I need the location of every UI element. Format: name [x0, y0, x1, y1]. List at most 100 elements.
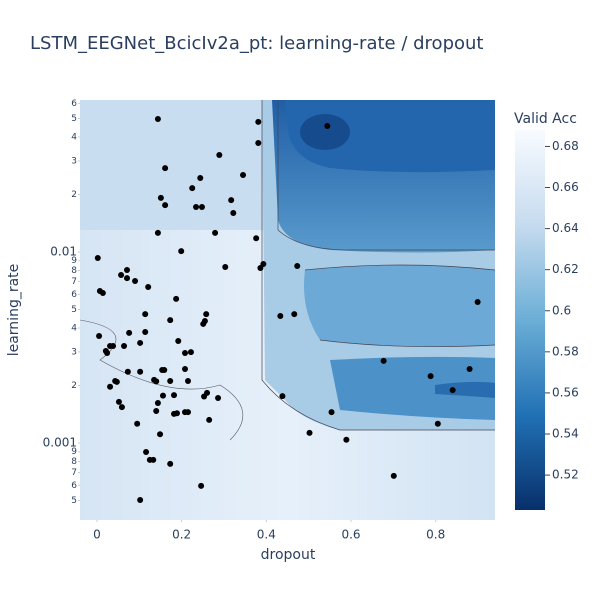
trial-point: [178, 248, 185, 255]
x-tick-label: 0.2: [172, 528, 191, 542]
trial-point: [277, 313, 284, 320]
trial-point: [154, 116, 161, 123]
trial-point: [132, 277, 139, 284]
trial-point: [160, 392, 166, 399]
trial-point: [150, 456, 157, 463]
trial-point: [167, 317, 174, 324]
trial-points: [94, 116, 481, 503]
trial-point: [390, 472, 397, 479]
colorbar-tick-label: 0.64: [552, 221, 579, 235]
trial-point: [113, 378, 120, 385]
trial-point: [343, 436, 350, 443]
trial-point: [157, 194, 164, 201]
trial-point: [143, 448, 150, 455]
trial-point: [200, 320, 207, 327]
trial-point: [197, 175, 204, 182]
trial-point: [153, 408, 160, 415]
trial-point: [162, 165, 169, 172]
trial-point: [157, 431, 164, 438]
trial-point: [466, 365, 473, 372]
trial-point: [449, 387, 456, 394]
y-tick-label: 5: [71, 305, 77, 315]
trial-point: [173, 410, 180, 417]
trial-point: [187, 349, 194, 356]
trial-point: [115, 398, 122, 405]
trial-point: [228, 197, 235, 204]
y-tick-label: 0.01: [50, 244, 77, 258]
trial-point: [222, 264, 229, 271]
y-tick-label: 5: [71, 496, 77, 506]
trial-point: [173, 295, 180, 302]
trial-point: [153, 378, 160, 385]
y-tick-label: 2: [71, 381, 77, 391]
y-tick-label: 0.001: [43, 435, 77, 449]
trial-point: [154, 229, 161, 236]
trial-point: [118, 404, 125, 411]
trial-point: [126, 329, 133, 336]
x-tick-label: 0.8: [426, 528, 445, 542]
trial-point: [99, 289, 106, 296]
trial-point: [215, 394, 222, 401]
y-tick-label: 8: [71, 266, 77, 276]
contour-field: [80, 100, 495, 520]
trial-point: [175, 337, 182, 344]
trial-point: [162, 202, 169, 209]
trial-point: [167, 460, 174, 467]
trial-point: [137, 339, 144, 346]
trial-point: [206, 416, 213, 423]
y-tick-label: 5: [71, 114, 77, 124]
trial-point: [306, 429, 313, 436]
colorbar-tick-label: 0.56: [552, 385, 579, 399]
y-tick-label: 6: [71, 290, 77, 300]
trial-point: [184, 378, 191, 385]
colorbar-tick-label: 0.52: [552, 468, 579, 482]
trial-point: [427, 373, 434, 380]
trial-point: [324, 122, 331, 129]
trial-point: [198, 204, 205, 211]
y-tick-label: 7: [71, 277, 77, 287]
trial-point: [154, 399, 161, 406]
trial-point: [145, 283, 152, 290]
trial-point: [434, 420, 441, 427]
colorbar-tick-label: 0.66: [552, 180, 579, 194]
trial-point: [182, 365, 189, 372]
colorbar-tick-label: 0.6: [552, 303, 571, 317]
trial-point: [279, 393, 286, 400]
trial-point: [193, 204, 200, 211]
trial-point: [107, 383, 114, 390]
trial-point: [171, 392, 178, 399]
trial-point: [230, 210, 237, 217]
trial-point: [104, 349, 111, 356]
trial-point: [212, 229, 219, 236]
y-tick-label: 3: [71, 347, 77, 357]
y-tick-label: 4: [71, 133, 77, 143]
trial-point: [137, 496, 144, 503]
trial-point: [328, 409, 335, 416]
trial-point: [134, 420, 141, 427]
trial-point: [216, 152, 223, 159]
trial-point: [96, 333, 103, 340]
x-tick-label: 0.6: [341, 528, 360, 542]
trial-point: [124, 266, 131, 273]
trial-point: [161, 367, 168, 374]
trial-point: [380, 357, 387, 364]
y-tick-label: 9: [71, 256, 77, 266]
trial-point: [255, 118, 262, 125]
trial-point: [257, 265, 264, 272]
x-tick-label: 0.4: [257, 528, 276, 542]
colorbar-tick-label: 0.58: [552, 344, 579, 358]
y-tick-label: 6: [71, 481, 77, 491]
colorbar-tick-label: 0.54: [552, 427, 579, 441]
trial-point: [253, 235, 260, 242]
trial-point: [203, 311, 210, 318]
trial-point: [291, 311, 298, 318]
y-tick-label: 8: [71, 457, 77, 467]
trial-point: [182, 349, 189, 356]
trial-point: [118, 271, 125, 278]
y-axis-label: learning_rate: [6, 264, 22, 357]
colorbar-tick-label: 0.68: [552, 139, 579, 153]
trial-point: [167, 378, 174, 385]
trial-point: [110, 342, 117, 349]
trial-point: [189, 185, 196, 192]
trial-point: [142, 329, 149, 336]
